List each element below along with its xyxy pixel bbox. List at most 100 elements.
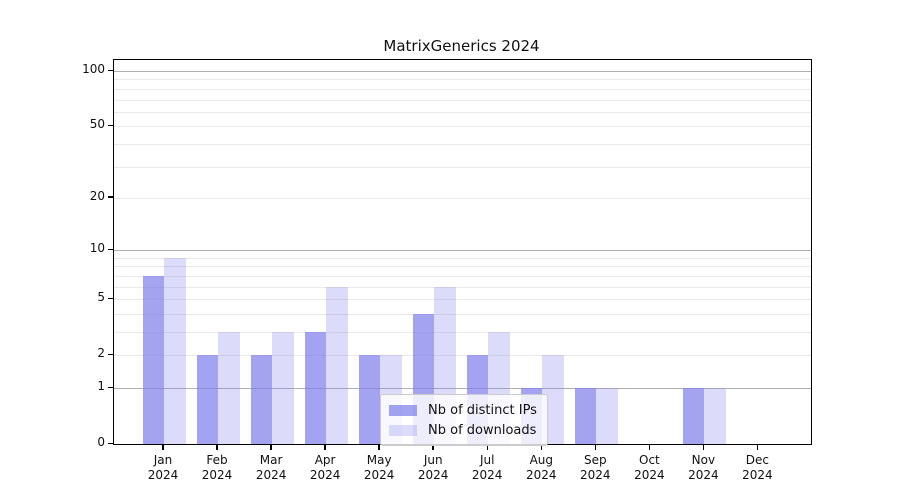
y-gridline-minor: [114, 79, 811, 81]
y-gridline-minor: [114, 88, 811, 90]
bar-downloads: [218, 332, 240, 444]
x-tick-label-month: Jul: [479, 453, 495, 467]
y-gridline-minor: [114, 275, 811, 277]
x-tick-label-month: Dec: [745, 453, 769, 467]
legend-entry: Nb of distinct IPs: [389, 400, 539, 420]
x-axis-tick: [594, 444, 597, 450]
legend-entry: Nb of downloads: [389, 420, 539, 440]
x-tick-label-month: Jun: [423, 453, 443, 467]
y-tick-label: 100: [82, 62, 105, 76]
bar-distinct-ips: [574, 388, 597, 444]
legend-swatch: [389, 424, 417, 436]
bar-downloads: [272, 332, 294, 444]
y-gridline-minor: [114, 166, 811, 168]
y-tick-label: 50: [89, 117, 105, 132]
legend: Nb of distinct IPs Nb of downloads: [380, 394, 548, 446]
y-gridline-minor: [114, 332, 811, 333]
legend-label: Nb of downloads: [428, 422, 537, 438]
bar-distinct-ips: [250, 355, 273, 444]
x-tick-label: Feb 2024: [187, 453, 247, 483]
y-axis-tick: [108, 442, 113, 444]
x-axis-tick: [486, 444, 488, 450]
x-tick-label-month: Apr: [314, 453, 336, 467]
y-gridline-minor: [114, 299, 811, 301]
y-axis-tick: [108, 297, 113, 300]
x-tick-label-year: 2024: [580, 468, 611, 482]
x-tick-label: Aug 2024: [511, 453, 571, 483]
bar-downloads: [326, 286, 348, 444]
x-tick-label: Sep 2024: [565, 453, 625, 483]
x-tick-label: Apr 2024: [295, 453, 355, 483]
y-gridline-minor: [114, 197, 811, 199]
plot-area: Nb of distinct IPs Nb of downloads: [113, 59, 812, 446]
x-tick-label-year: 2024: [742, 468, 773, 482]
y-axis-tick: [108, 124, 113, 127]
x-tick-label-year: 2024: [201, 468, 233, 482]
x-tick-label-month: Aug: [529, 453, 554, 467]
x-axis-tick: [648, 444, 651, 450]
x-tick-label: Jan 2024: [133, 453, 193, 483]
x-tick-label: Jun 2024: [403, 453, 463, 483]
bar-distinct-ips: [142, 275, 164, 444]
y-gridline-major: [114, 388, 811, 389]
y-gridline-minor: [114, 355, 811, 357]
x-axis-tick: [324, 444, 326, 450]
y-axis-tick: [108, 196, 113, 198]
bar-distinct-ips: [358, 355, 381, 444]
y-gridline-minor: [114, 286, 811, 288]
x-tick-label-month: Feb: [206, 453, 228, 467]
y-gridline-minor: [114, 313, 811, 315]
x-tick-label-year: 2024: [147, 468, 179, 482]
legend-swatch: [389, 404, 417, 416]
y-tick-label: 1: [97, 379, 105, 393]
x-tick-label-year: 2024: [634, 468, 665, 482]
x-tick-label: Oct 2024: [619, 453, 679, 483]
x-tick-label-month: Nov: [691, 453, 716, 467]
x-tick-label: Dec 2024: [727, 453, 787, 483]
y-tick-label: 10: [89, 241, 105, 256]
y-axis-tick: [108, 69, 113, 71]
bar-downloads: [704, 388, 726, 444]
x-axis-tick: [216, 444, 218, 450]
x-tick-label: Jul 2024: [457, 453, 517, 483]
x-axis-tick: [432, 444, 434, 450]
x-tick-label-year: 2024: [417, 468, 449, 482]
y-axis-tick: [108, 248, 113, 251]
y-gridline-minor: [114, 266, 811, 268]
x-tick-label-year: 2024: [363, 468, 395, 482]
chart-title: MatrixGenerics 2024: [383, 37, 540, 55]
bar-distinct-ips: [304, 332, 327, 444]
y-gridline-minor: [114, 257, 811, 259]
bar-distinct-ips: [196, 355, 218, 444]
y-gridline-major: [114, 250, 811, 252]
x-tick-label-year: 2024: [309, 468, 341, 482]
x-axis-tick: [378, 444, 380, 450]
x-axis-tick: [756, 444, 759, 450]
x-axis-tick: [162, 444, 164, 450]
x-axis-tick: [270, 444, 272, 450]
x-tick-label: May 2024: [349, 453, 409, 483]
y-gridline-minor: [114, 126, 811, 128]
legend-label: Nb of distinct IPs: [428, 402, 537, 418]
y-tick-label: 20: [89, 188, 105, 203]
x-tick-label-year: 2024: [526, 468, 557, 482]
x-tick-label-month: May: [366, 453, 392, 467]
x-tick-label-month: Sep: [583, 453, 607, 467]
x-tick-label-year: 2024: [688, 468, 719, 482]
y-gridline-minor: [114, 143, 811, 145]
y-gridline-minor: [114, 99, 811, 101]
x-tick-label-month: Oct: [639, 453, 660, 467]
x-tick-label-year: 2024: [255, 468, 287, 482]
x-tick-label-year: 2024: [471, 468, 503, 482]
x-tick-label-month: Mar: [259, 453, 283, 467]
y-tick-label: 2: [97, 346, 105, 361]
x-axis-tick: [702, 444, 705, 450]
y-gridline-minor: [114, 111, 811, 113]
y-tick-label: 5: [97, 290, 105, 305]
x-axis-tick: [540, 444, 542, 450]
bar-downloads: [596, 388, 618, 444]
y-axis-tick: [108, 353, 113, 356]
x-tick-label: Nov 2024: [673, 453, 733, 483]
y-axis-tick: [108, 386, 113, 388]
